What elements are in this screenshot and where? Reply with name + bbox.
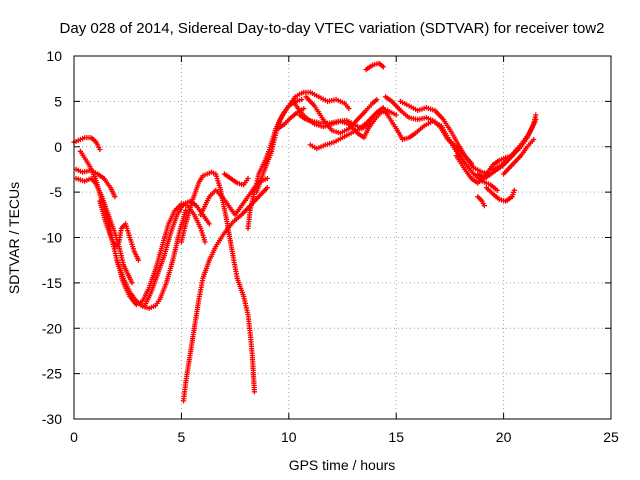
- series-arc-26: [490, 112, 539, 172]
- data-point-marks-arc-13: [254, 89, 352, 195]
- data-point-marks-arc-22: [397, 98, 492, 177]
- series-arc-13: [254, 89, 352, 195]
- x-tick-label-15: 15: [388, 429, 404, 445]
- series-arc-12: [245, 97, 305, 231]
- x-tick-label-0: 0: [70, 429, 78, 445]
- y-tick-label-0: 0: [54, 139, 62, 155]
- y-tick-label--30: -30: [42, 411, 62, 427]
- y-axis-label: SDTVAR / TECUs: [6, 182, 22, 294]
- data-point-marks-arc-28: [475, 194, 487, 209]
- x-tick-labels: 0 5 10 15 20 25: [70, 429, 619, 445]
- y-tick-label--5: -5: [50, 184, 63, 200]
- data-point-marks-arc-12: [245, 97, 305, 231]
- data-point-marks-arc-27: [501, 136, 537, 177]
- x-tick-label-10: 10: [281, 429, 297, 445]
- series-arc-25: [483, 185, 517, 204]
- y-tick-label-5: 5: [54, 93, 62, 109]
- data-point-marks-arc-4: [73, 175, 135, 286]
- data-point-marks-arc-19: [363, 60, 386, 73]
- series-arc-23: [453, 153, 515, 186]
- y-tick-label-10: 10: [46, 48, 62, 64]
- series-arc-28: [475, 194, 487, 209]
- x-axis-label: GPS time / hours: [289, 457, 396, 473]
- series-arc-17: [307, 105, 391, 152]
- series-arc-18: [303, 94, 380, 136]
- data-point-marks-arc-17: [307, 105, 391, 152]
- data-point-marks-arc-21: [385, 112, 500, 193]
- data-point-marks-arc-26: [490, 112, 539, 172]
- x-tick-label-5: 5: [178, 429, 186, 445]
- series-arc-22: [397, 98, 492, 177]
- series-arc-27: [501, 136, 537, 177]
- series-arc-11: [221, 171, 251, 188]
- data-point-marks-arc-1: [71, 135, 103, 153]
- data-point-marks-arc-25: [483, 185, 517, 204]
- series-arc-19: [363, 60, 386, 73]
- y-tick-label--20: -20: [42, 320, 62, 336]
- x-tick-label-25: 25: [603, 429, 619, 445]
- data-point-marks-arc-9: [178, 169, 257, 395]
- series-arc-4: [73, 175, 135, 286]
- series-arc-3: [77, 148, 141, 263]
- series-arc-9: [178, 169, 257, 395]
- chart-title: Day 028 of 2014, Sidereal Day-to-day VTE…: [60, 20, 605, 37]
- data-point-marks-arc-18: [303, 94, 380, 136]
- data-point-marks-arc-11: [221, 171, 251, 188]
- series-arc-1: [71, 135, 103, 153]
- grid: [74, 56, 611, 419]
- y-tick-labels: -30 -25 -20 -15 -10 -5 0 5 10: [42, 48, 62, 427]
- y-tick-label--15: -15: [42, 275, 62, 291]
- data-point-marks-arc-23: [453, 153, 515, 186]
- axis-ticks: [73, 55, 612, 420]
- y-tick-label--25: -25: [42, 366, 62, 382]
- series-arc-21: [385, 112, 500, 193]
- x-tick-label-20: 20: [496, 429, 512, 445]
- data-point-marks-arc-3: [77, 148, 141, 263]
- y-tick-label--10: -10: [42, 230, 62, 246]
- data-marks: [71, 60, 539, 404]
